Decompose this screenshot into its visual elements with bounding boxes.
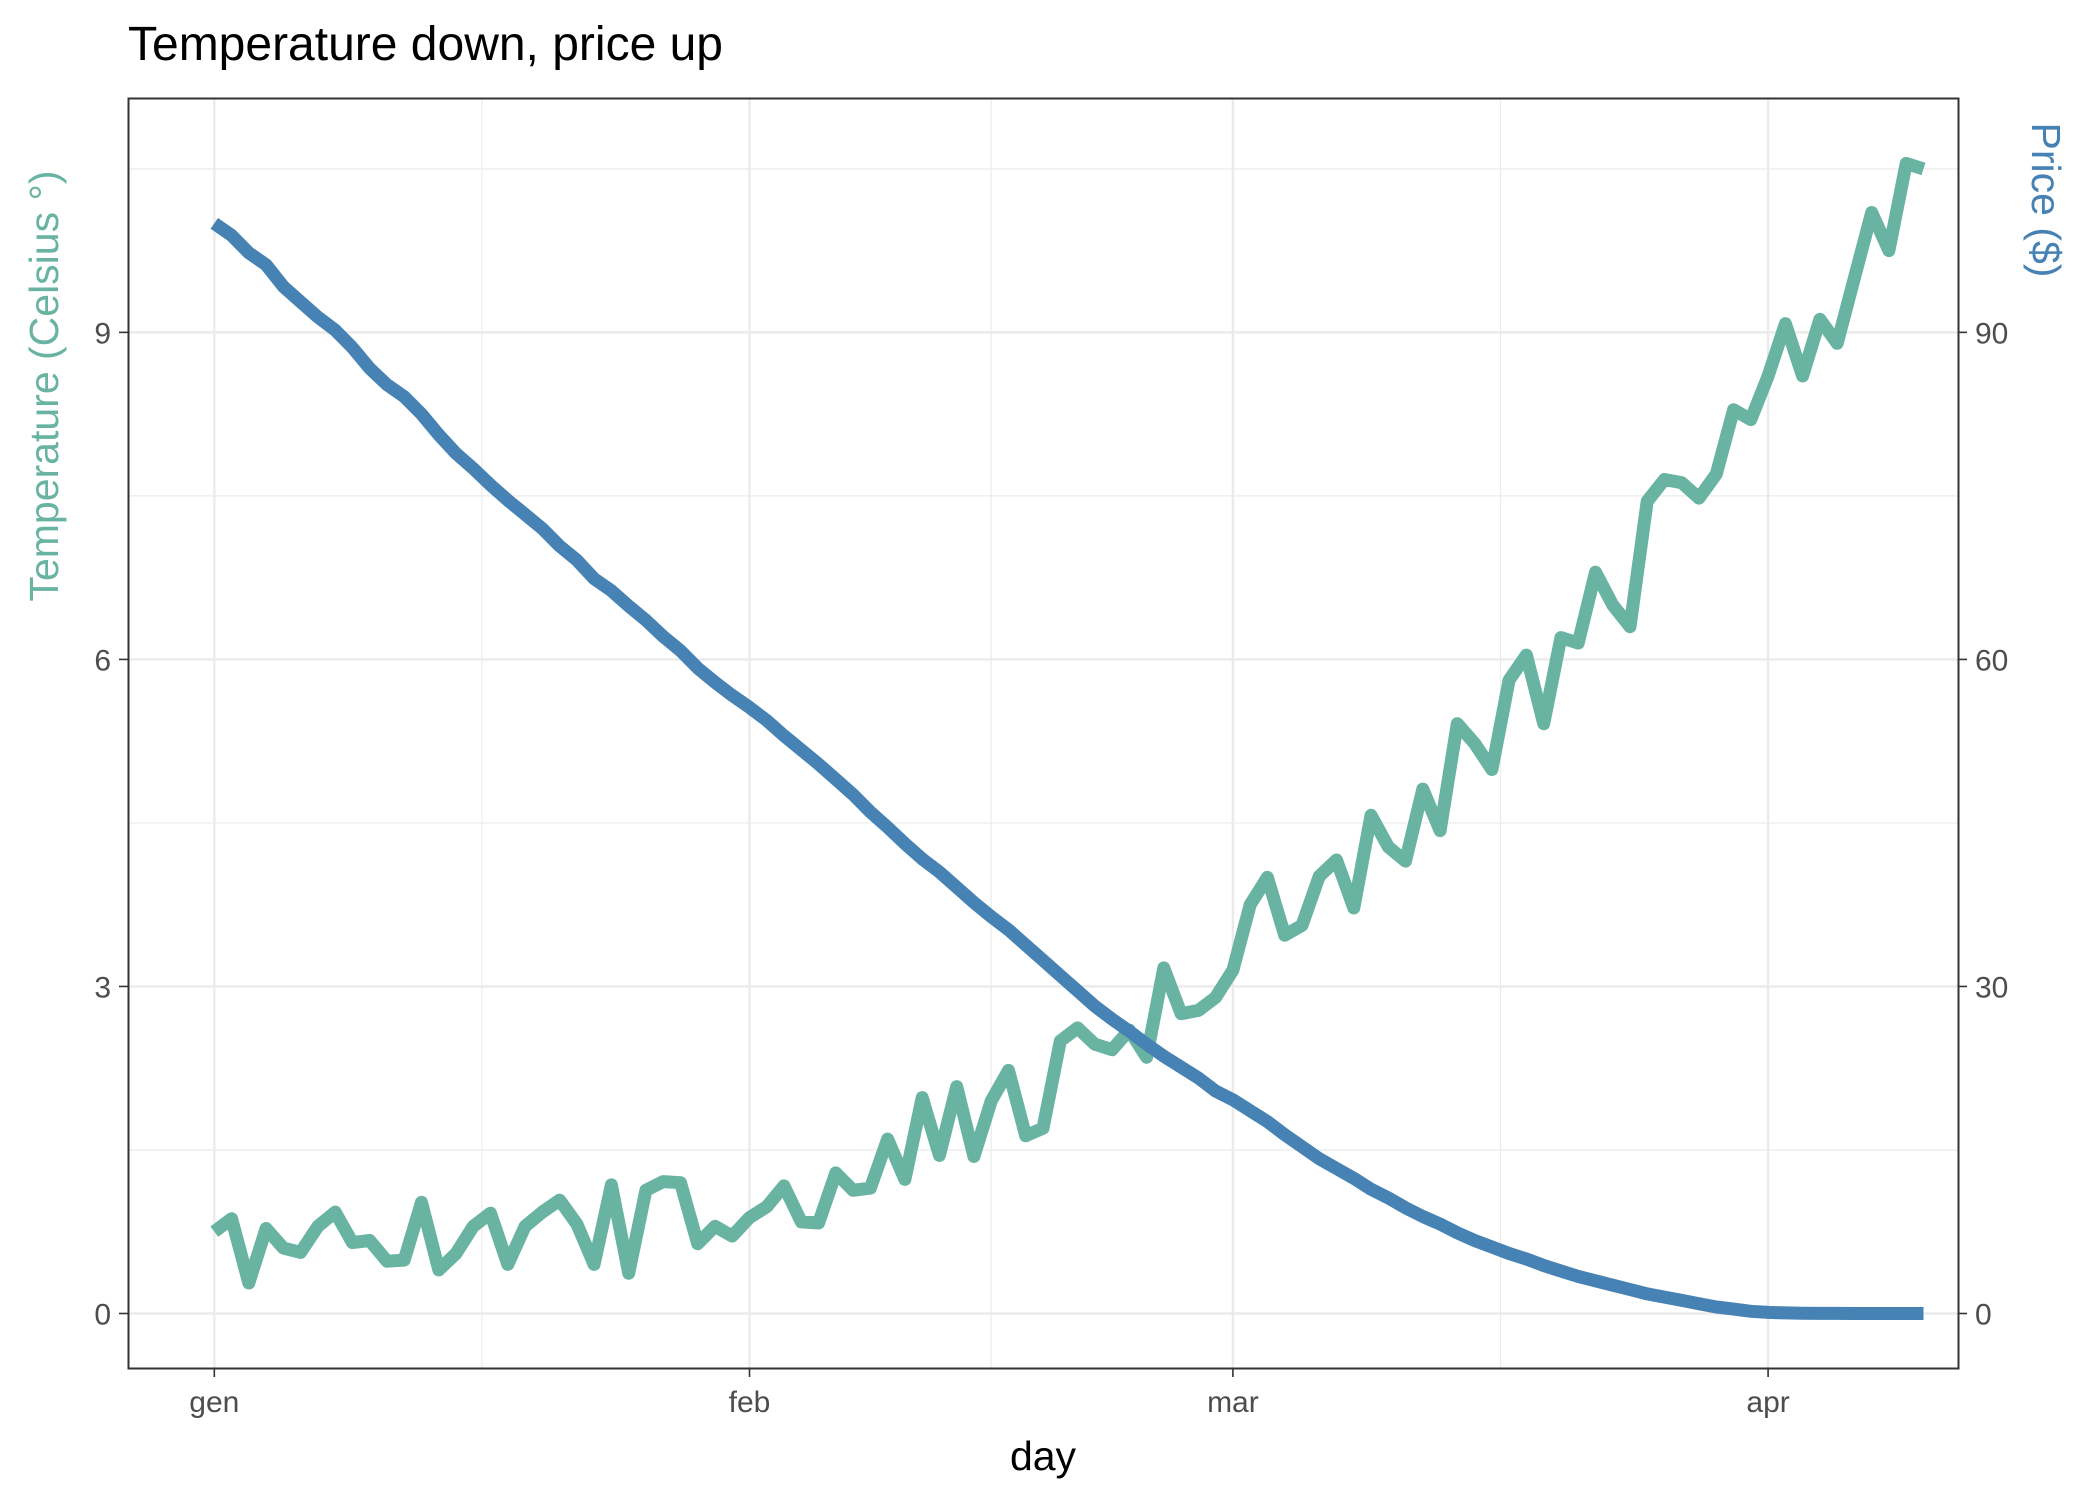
y-tick-label-right: 60 (1975, 644, 2008, 677)
y-axis-title-right: Price ($) (2023, 123, 2069, 278)
temperature-line (210, 156, 1926, 1290)
price-line (210, 218, 1924, 1320)
y-tick-label-right: 90 (1975, 317, 2008, 350)
x-axis-title: day (1010, 1433, 1077, 1479)
x-tick-label: apr (1746, 1386, 1789, 1419)
x-tick-label: feb (729, 1386, 771, 1419)
y-tick-label-left: 3 (94, 971, 111, 1004)
y-tick-label-right: 0 (1975, 1298, 1992, 1331)
series-layer (210, 156, 1926, 1320)
y-tick-label-left: 6 (94, 644, 111, 677)
chart-title: Temperature down, price up (128, 18, 723, 71)
plot-panel (127, 97, 1960, 1370)
y-tick-label-left: 9 (94, 317, 111, 350)
x-tick-label: gen (189, 1386, 239, 1419)
y-tick-label-left: 0 (94, 1298, 111, 1331)
y-axis-title-left: Temperature (Celsius °) (21, 170, 67, 601)
x-tick-label: mar (1207, 1386, 1259, 1419)
y-tick-label-right: 30 (1975, 971, 2008, 1004)
